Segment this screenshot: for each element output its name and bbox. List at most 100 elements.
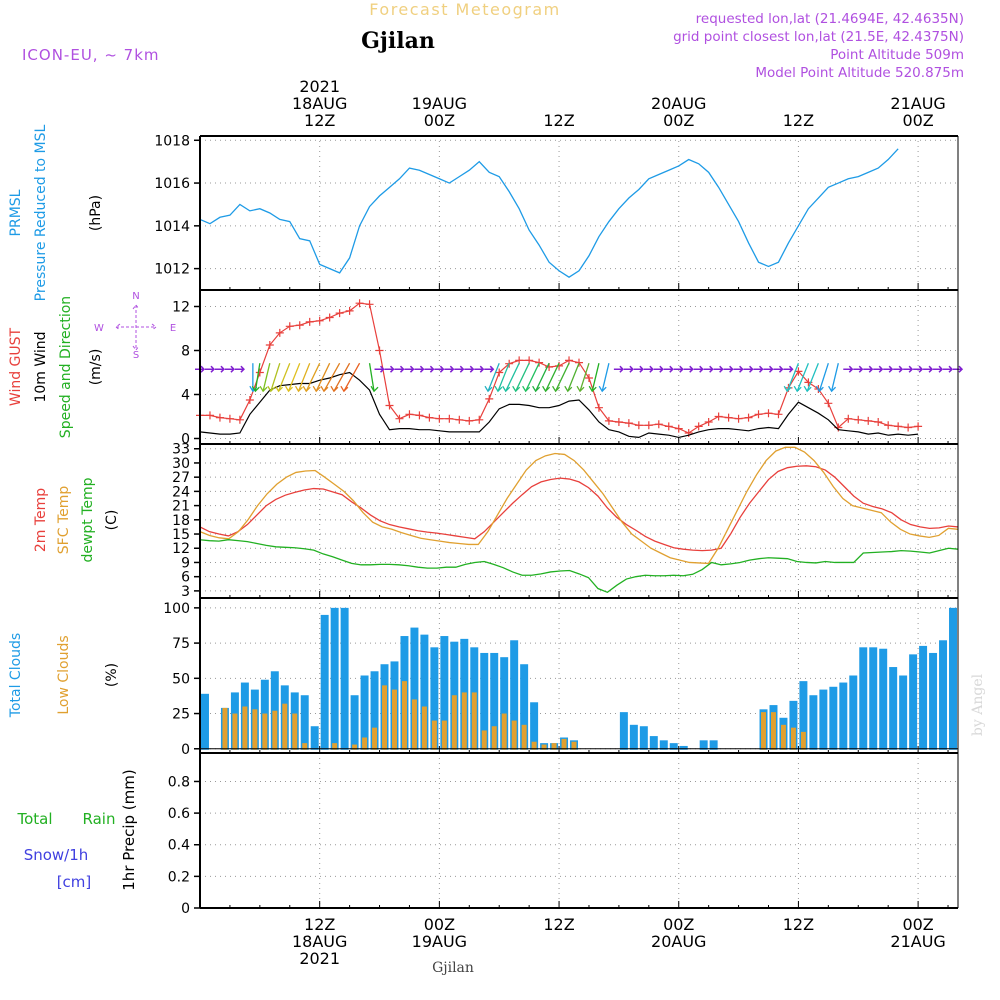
y-tick-label: 0.4 [168, 838, 190, 854]
pressure-unit-label: (hPa) [88, 195, 104, 231]
gust-marker [525, 356, 534, 365]
wind-barb-head [564, 385, 573, 393]
wind-barb-head [552, 385, 561, 393]
low-cloud-bar [242, 706, 248, 750]
low-cloud-bar [352, 744, 358, 750]
location-title: Gjilan [361, 28, 435, 54]
wind-direction-arrow [204, 365, 216, 373]
y-tick-label: 12 [172, 541, 190, 557]
bottom-time-label: 18AUG [292, 932, 347, 951]
total-cloud-bar [480, 652, 489, 750]
low-cloud-bar [471, 692, 477, 750]
low-cloud-bar [771, 712, 776, 750]
total-cloud-bar [869, 647, 878, 750]
wind-direction-label: Speed and Direction [58, 296, 74, 438]
wind-direction-arrow [224, 365, 235, 373]
chart-title: Forecast Meteogram [369, 0, 560, 19]
wind-barb-head [815, 385, 824, 393]
wind-barb [591, 363, 600, 392]
gust-marker [205, 411, 214, 420]
wind-barb-head [532, 385, 541, 393]
wind-direction-arrow [374, 365, 385, 373]
total-cloud-bar [410, 627, 419, 750]
total-cloud-bar [440, 636, 449, 750]
wind-direction-arrow [484, 365, 495, 373]
wind-direction-arrow [873, 365, 884, 373]
compass-s: S [133, 350, 139, 361]
total-cloud-bar [510, 640, 519, 750]
wind-barb-head [522, 385, 531, 393]
gust-marker [774, 410, 783, 419]
gust-marker [275, 328, 284, 337]
wind-direction-arrow [414, 365, 425, 373]
y-tick-label: 0.2 [168, 869, 190, 885]
low-cloud-bar [232, 713, 238, 750]
panel-precipitation: 0 0.2 0.4 0.6 0.8 [168, 752, 959, 917]
wind-direction-arrow [653, 365, 664, 373]
wind-barb-head [512, 385, 521, 393]
snow-unit-label: [cm] [57, 873, 92, 891]
gust-marker [385, 401, 394, 410]
low-cloud-bar [561, 738, 567, 750]
total-cloud-bar [520, 664, 529, 750]
wind-direction-arrow [643, 365, 654, 373]
total-cloud-bar [909, 654, 918, 750]
gust-marker [864, 416, 873, 425]
low-cloud-bar [531, 741, 537, 750]
top-time-label: 00Z [424, 111, 455, 130]
total-cloud-bar [659, 740, 668, 750]
bottom-time-label: 19AUG [412, 932, 467, 951]
wind-barb-head [502, 385, 511, 393]
gust-marker [844, 414, 853, 423]
total-cloud-bar [949, 607, 957, 750]
top-time-label: 12Z [783, 111, 814, 130]
wind-direction-arrow [703, 365, 714, 373]
snow-label: Snow/1h [24, 846, 89, 864]
wind-barb-head [294, 385, 303, 393]
gust-marker [265, 341, 274, 349]
precip-rain-label: Rain [83, 810, 116, 828]
wind-direction-arrow [673, 365, 684, 373]
total-cloud-bar [201, 693, 209, 750]
wind-barb-head [494, 385, 503, 393]
wind-barb-head [251, 385, 260, 393]
gust-marker [235, 415, 244, 424]
compass-w: W [94, 323, 104, 334]
gust-marker [455, 415, 464, 424]
low-cloud-bar [262, 713, 268, 750]
y-tick-label: 75 [172, 636, 190, 652]
total-cloud-bar [679, 745, 688, 750]
sfc-temp-line [199, 446, 959, 565]
wind-barb [535, 362, 550, 392]
y-tick-label: 50 [172, 671, 190, 687]
wind-direction-arrow [434, 365, 445, 373]
y-tick-label: 0 [181, 742, 190, 758]
low-cloud-bar [571, 741, 577, 750]
total-cloud-bar [709, 740, 718, 750]
pressure-line [199, 148, 899, 278]
wind-barb-head [330, 385, 339, 393]
bottom-time-label: 12Z [783, 915, 814, 934]
gust-marker [894, 422, 903, 431]
wind-barb-head [320, 385, 329, 393]
wind-barb-head [302, 385, 311, 393]
gust-marker [445, 414, 454, 423]
wind-direction-arrow [474, 365, 485, 373]
low-cloud-bar [222, 707, 228, 750]
gust-marker [515, 356, 524, 365]
wind-barb [368, 363, 375, 392]
gust-marker [315, 316, 324, 325]
wind-barb-head [542, 385, 551, 393]
y-tick-label: 1014 [154, 219, 190, 235]
wind-barb [287, 362, 301, 392]
wind-direction-arrow [444, 365, 455, 373]
wind-direction-arrow [733, 365, 744, 373]
low-cloud-bar [441, 720, 447, 750]
wind-barb [818, 363, 829, 392]
wind-direction-arrow [763, 365, 774, 373]
top-time-label: 00Z [663, 111, 694, 130]
y-tick-label: 4 [181, 388, 190, 404]
gust-marker [395, 414, 404, 423]
total-cloud-bar [500, 657, 509, 750]
top-time-label: 18AUG [292, 94, 347, 113]
